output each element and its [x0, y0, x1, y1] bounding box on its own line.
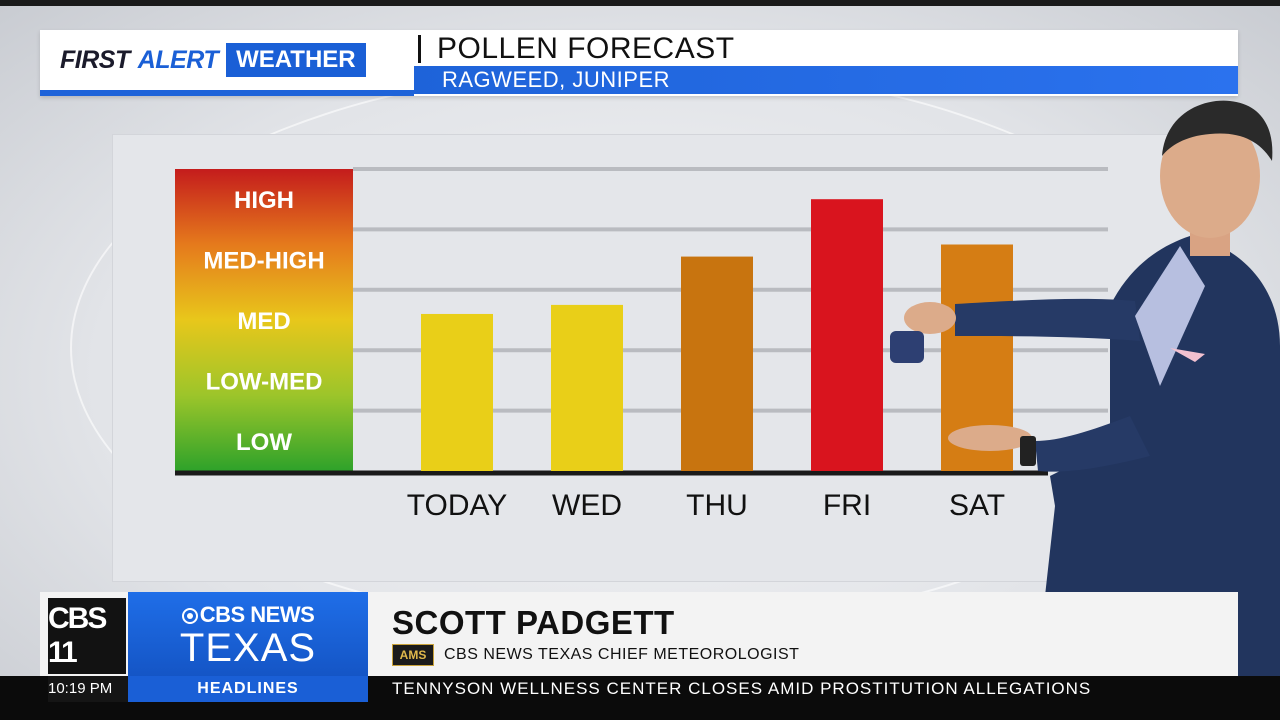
- bar-thu: [681, 256, 753, 471]
- lower-third: CBS 11 CBS NEWS TEXAS SCOTT PADGETT AMS …: [40, 592, 1238, 678]
- meteorologist-icon: [890, 100, 1280, 678]
- title-divider: [418, 35, 421, 63]
- y-level-label: HIGH: [234, 187, 294, 214]
- brand-alert: ALERT: [137, 45, 219, 74]
- network-top-text: CBS NEWS: [199, 602, 315, 627]
- brand-first: FIRST: [60, 45, 130, 74]
- chart-panel: LOW LOW-MED MED MED-HIGH HIGH TODAY WED THU FRI S…: [112, 134, 1204, 582]
- brand-weather: WEATHER: [226, 43, 366, 77]
- y-level-label: LOW: [236, 429, 292, 456]
- station-logo-text: CBS 11: [48, 602, 107, 669]
- bar-wed: [551, 304, 623, 471]
- page-title: POLLEN FORECAST: [418, 30, 735, 68]
- ticker-label: HEADLINES: [128, 676, 368, 702]
- x-tick-label: FRI: [823, 489, 871, 522]
- subtitle-bar: RAGWEED, JUNIPER: [414, 66, 1238, 94]
- station-logo: CBS 11: [48, 598, 126, 674]
- broadcast-stage: FIRST ALERT WEATHER POLLEN FORECAST RAGW…: [0, 6, 1280, 678]
- ticker-headline: TENNYSON WELLNESS CENTER CLOSES AMID PRO…: [392, 679, 1092, 698]
- x-tick-label: TODAY: [407, 489, 508, 522]
- ticker-time: 10:19 PM: [48, 676, 128, 702]
- ams-badge: AMS: [392, 644, 434, 666]
- network-bottom: TEXAS: [179, 626, 317, 670]
- y-level-label: LOW-MED: [206, 368, 323, 395]
- subtitle-text: RAGWEED, JUNIPER: [442, 67, 671, 92]
- first-alert-weather-logo: FIRST ALERT WEATHER: [40, 30, 412, 90]
- network-logo: CBS NEWS TEXAS: [128, 592, 368, 678]
- level-scale: [175, 169, 353, 471]
- x-tick-label: SAT: [949, 489, 1005, 522]
- x-tick-label: WED: [552, 489, 622, 522]
- x-tick-label: THU: [686, 489, 748, 522]
- news-ticker: 10:19 PM HEADLINES TENNYSON WELLNESS CEN…: [0, 676, 1280, 702]
- cbs-eye-icon: [181, 608, 198, 624]
- header-bar: FIRST ALERT WEATHER POLLEN FORECAST RAGW…: [40, 30, 1238, 96]
- y-level-label: MED-HIGH: [203, 248, 324, 275]
- y-level-label: MED: [237, 308, 290, 335]
- pollen-bar-chart: LOW LOW-MED MED MED-HIGH HIGH TODAY WED THU FRI S…: [175, 167, 1108, 522]
- bar-fri: [811, 199, 883, 471]
- title-text: POLLEN FORECAST: [437, 32, 735, 65]
- presenter-name: SCOTT PADGETT: [392, 604, 675, 641]
- bottom-letterbox: [0, 702, 1280, 720]
- presenter-role: CBS NEWS TEXAS CHIEF METEOROLOGIST: [444, 646, 800, 663]
- bar-today: [421, 313, 493, 471]
- header-accent-line: [40, 90, 414, 96]
- network-top: CBS NEWS: [128, 602, 368, 628]
